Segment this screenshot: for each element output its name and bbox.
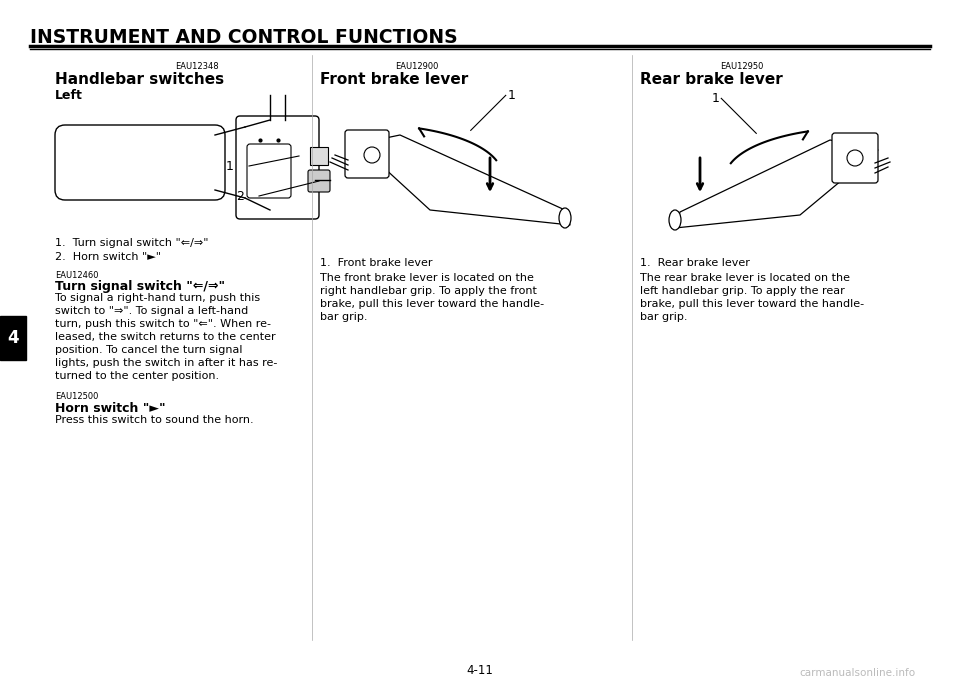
Text: EAU12900: EAU12900 [395, 62, 439, 71]
Text: EAU12460: EAU12460 [55, 271, 99, 280]
Text: carmanualsonline.info: carmanualsonline.info [799, 668, 915, 678]
Bar [0, 316, 26, 360]
Text: turned to the center position.: turned to the center position. [55, 371, 219, 381]
Text: EAU12950: EAU12950 [720, 62, 763, 71]
Text: 4: 4 [7, 329, 19, 347]
Text: Horn switch "►": Horn switch "►" [55, 402, 166, 415]
FancyBboxPatch shape [55, 125, 225, 200]
Text: Left: Left [55, 89, 83, 102]
Text: 1: 1 [227, 160, 234, 172]
FancyBboxPatch shape [832, 133, 878, 183]
Text: EAU12348: EAU12348 [175, 62, 219, 71]
Text: Rear brake lever: Rear brake lever [640, 72, 782, 87]
Text: leased, the switch returns to the center: leased, the switch returns to the center [55, 332, 276, 342]
Text: Front brake lever: Front brake lever [320, 72, 468, 87]
Text: To signal a right-hand turn, push this: To signal a right-hand turn, push this [55, 293, 260, 303]
Text: 1.  Rear brake lever: 1. Rear brake lever [640, 258, 750, 268]
Text: brake, pull this lever toward the handle-: brake, pull this lever toward the handle… [320, 299, 544, 309]
Text: lights, push the switch in after it has re-: lights, push the switch in after it has … [55, 358, 277, 368]
Text: 1: 1 [508, 89, 516, 102]
Text: Press this switch to sound the horn.: Press this switch to sound the horn. [55, 415, 253, 425]
Text: 1.  Front brake lever: 1. Front brake lever [320, 258, 433, 268]
Text: EAU12500: EAU12500 [55, 392, 98, 401]
Text: left handlebar grip. To apply the rear: left handlebar grip. To apply the rear [640, 286, 845, 296]
Text: 1: 1 [711, 92, 719, 105]
Text: INSTRUMENT AND CONTROL FUNCTIONS: INSTRUMENT AND CONTROL FUNCTIONS [30, 28, 458, 47]
FancyBboxPatch shape [247, 144, 291, 198]
Text: 2.  Horn switch "►": 2. Horn switch "►" [55, 252, 161, 262]
FancyBboxPatch shape [345, 130, 389, 178]
Text: bar grip.: bar grip. [320, 312, 368, 322]
Text: switch to "⇒". To signal a left-hand: switch to "⇒". To signal a left-hand [55, 306, 249, 316]
Polygon shape [675, 140, 878, 228]
Circle shape [364, 147, 380, 163]
Text: 1.  Turn signal switch "⇐/⇒": 1. Turn signal switch "⇐/⇒" [55, 238, 208, 248]
FancyBboxPatch shape [236, 116, 319, 219]
Text: brake, pull this lever toward the handle-: brake, pull this lever toward the handle… [640, 299, 864, 309]
Text: bar grip.: bar grip. [640, 312, 687, 322]
Text: right handlebar grip. To apply the front: right handlebar grip. To apply the front [320, 286, 537, 296]
Text: The rear brake lever is located on the: The rear brake lever is located on the [640, 273, 850, 283]
Bar [310, 147, 328, 165]
Text: 2: 2 [236, 189, 244, 202]
FancyBboxPatch shape [308, 170, 330, 192]
Text: position. To cancel the turn signal: position. To cancel the turn signal [55, 345, 243, 355]
Text: Handlebar switches: Handlebar switches [55, 72, 224, 87]
Ellipse shape [559, 208, 571, 228]
Circle shape [847, 150, 863, 166]
Polygon shape [352, 135, 570, 225]
Text: Turn signal switch "⇐/⇒": Turn signal switch "⇐/⇒" [55, 280, 226, 293]
Text: turn, push this switch to "⇐". When re-: turn, push this switch to "⇐". When re- [55, 319, 271, 329]
Text: The front brake lever is located on the: The front brake lever is located on the [320, 273, 534, 283]
Text: 4-11: 4-11 [467, 664, 493, 677]
Ellipse shape [669, 210, 681, 230]
